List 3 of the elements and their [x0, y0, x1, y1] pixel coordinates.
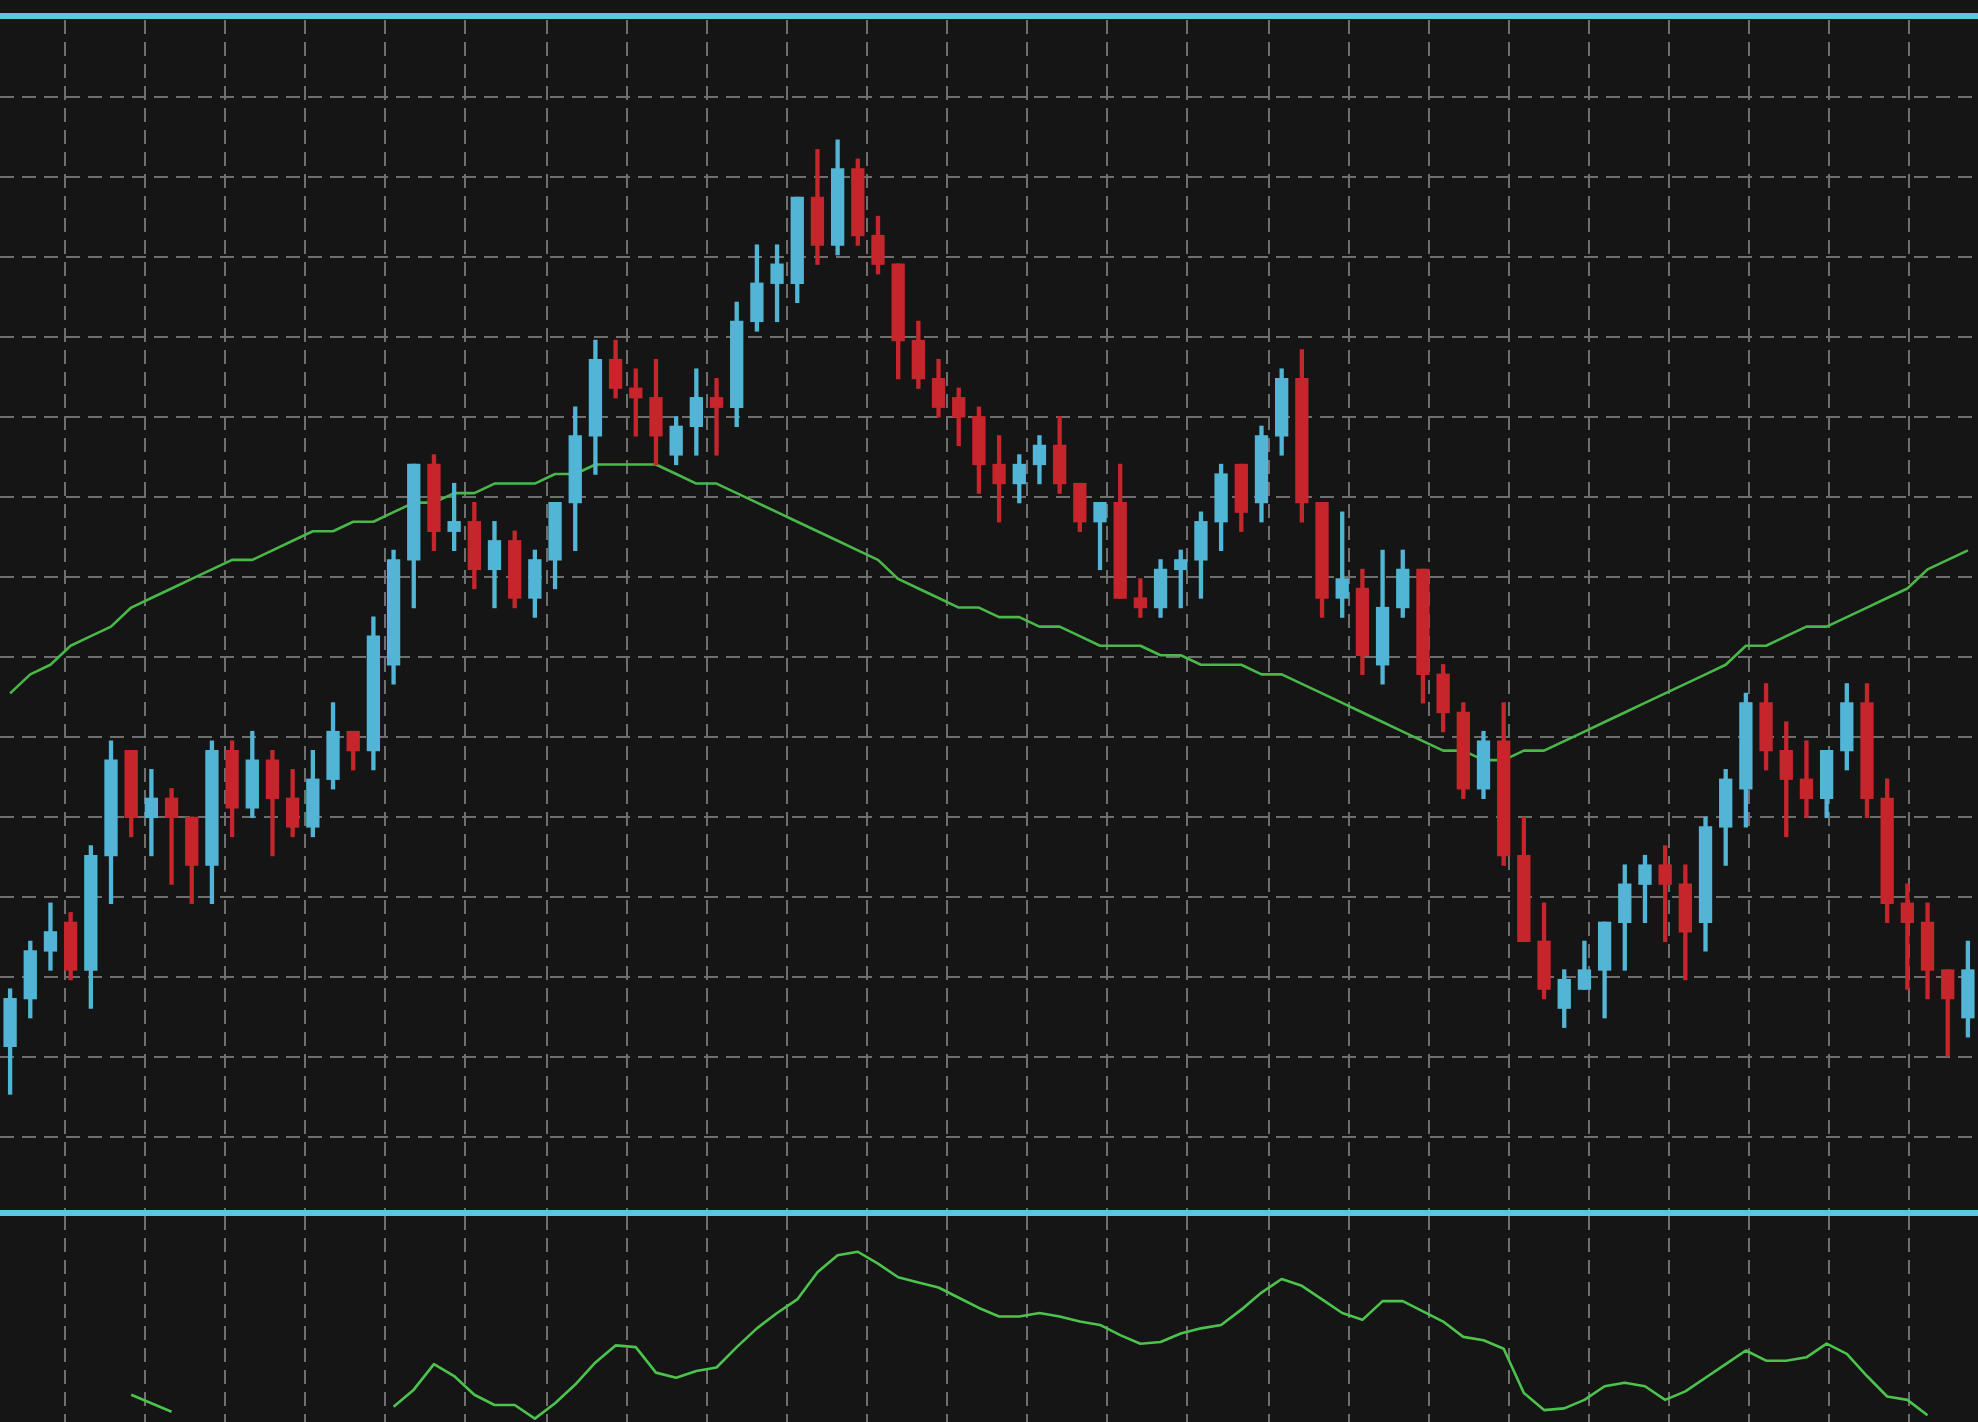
candlestick — [709, 377, 724, 456]
candlestick — [164, 788, 179, 885]
candlestick — [1900, 883, 1915, 990]
